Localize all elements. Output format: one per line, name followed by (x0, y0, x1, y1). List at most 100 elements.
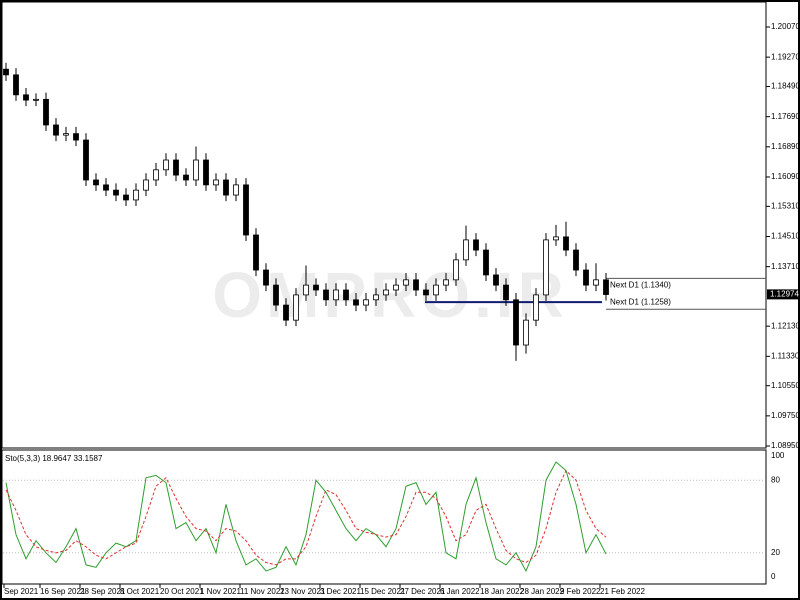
stochastic-line (5, 469, 607, 566)
candle-body (333, 289, 339, 301)
candle-body (473, 239, 479, 251)
candle-body (233, 184, 239, 196)
candle-body (143, 179, 149, 191)
candle-body (593, 279, 599, 286)
x-tick-label: 3 Dec 2021 (320, 587, 361, 596)
candle-body (433, 284, 439, 296)
candle-body (523, 319, 529, 346)
candle-body (243, 184, 249, 236)
candle-body (573, 249, 579, 271)
candle-body (403, 279, 409, 286)
y-tick-label: 0 (771, 572, 776, 581)
candle-body (263, 269, 269, 286)
x-tick-label: 15 Dec 2021 (360, 587, 406, 596)
candle-body (213, 179, 219, 186)
candle-body (393, 284, 399, 291)
candle-body (173, 159, 179, 176)
x-tick-label: 20 Oct 2021 (160, 587, 204, 596)
price-label: 1.12974 (770, 289, 799, 298)
candle-body (563, 236, 569, 251)
candle-body (83, 139, 89, 181)
candle-body (73, 133, 79, 141)
indicator-title: Sto(5,3,3) 18.9647 33.1587 (5, 454, 103, 463)
candle-body (33, 98, 39, 101)
x-tick-label: 6 Jan 2022 (440, 587, 480, 596)
x-tick-label: 21 Feb 2022 (600, 587, 645, 596)
candle-body (63, 133, 69, 136)
candle-body (253, 234, 259, 271)
y-tick-label: 1.16890 (771, 142, 800, 151)
x-tick-label: Sep 2021 (4, 587, 39, 596)
y-tick-label: 1.10550 (771, 381, 800, 390)
candle-body (133, 189, 139, 201)
y-tick-label: 1.13710 (771, 262, 800, 271)
x-tick-label: 16 Sep 2021 (40, 587, 86, 596)
x-tick-label: 9 Feb 2022 (560, 587, 601, 596)
y-tick-label: 1.20070 (771, 22, 800, 31)
candle-body (93, 179, 99, 186)
candle-body (363, 299, 369, 306)
candle-body (413, 279, 419, 291)
next-level-label: Next D1 (1.1340) (610, 280, 671, 289)
candle-body (483, 249, 489, 276)
indicator-pane (1, 449, 767, 585)
candle-body (43, 98, 49, 126)
stochastic-line (5, 461, 607, 573)
candle-body (343, 289, 349, 301)
candle-body (603, 279, 609, 295)
candle-body (553, 236, 559, 241)
y-tick-label: 1.15310 (771, 201, 800, 210)
candle-body (3, 68, 9, 76)
y-tick-label: 1.14510 (771, 232, 800, 241)
candle-body (113, 189, 119, 196)
candle-body (463, 239, 469, 261)
candle-body (293, 294, 299, 321)
y-tick-label: 1.18490 (771, 82, 800, 91)
candle-body (323, 289, 329, 301)
x-tick-label: 18 Jan 2022 (480, 587, 525, 596)
candle-body (493, 274, 499, 286)
y-tick-label: 80 (771, 475, 780, 484)
y-tick-label: 1.16090 (771, 172, 800, 181)
x-tick-label: 8 Oct 2021 (120, 587, 160, 596)
candle-body (153, 169, 159, 181)
candle-body (503, 284, 509, 301)
y-tick-label: 1.08950 (771, 441, 800, 450)
candle-body (453, 259, 459, 281)
price-label-bg (767, 289, 798, 300)
candle-body (223, 179, 229, 196)
candle-body (53, 124, 59, 136)
x-tick-label: 11 Nov 2021 (240, 587, 285, 596)
y-tick-label: 1.11330 (771, 351, 800, 360)
y-tick-label: 1.17690 (771, 112, 800, 121)
candle-body (203, 159, 209, 186)
candle-body (533, 294, 539, 321)
candle-body (303, 284, 309, 296)
x-tick-label: 28 Jan 2022 (520, 587, 565, 596)
price-pane (1, 1, 767, 449)
candle-body (383, 289, 389, 296)
candle-body (583, 269, 589, 286)
candle-body (353, 299, 359, 306)
y-tick-label: 1.19270 (771, 52, 800, 61)
candle-body (103, 184, 109, 191)
candle-body (313, 284, 319, 291)
x-tick-label: 27 Dec 2021 (400, 587, 446, 596)
y-tick-label: 20 (771, 548, 780, 557)
candle-body (283, 304, 289, 321)
next-level-label: Next D1 (1.1258) (610, 297, 671, 306)
x-tick-label: 28 Sep 2021 (80, 587, 126, 596)
candle-body (183, 174, 189, 181)
candle-body (123, 194, 129, 201)
candle-body (193, 159, 199, 181)
x-tick-label: 1 Nov 2021 (200, 587, 241, 596)
candle-body (543, 239, 549, 296)
y-tick-label: 1.09750 (771, 411, 800, 420)
candle-body (373, 294, 379, 301)
candle-body (443, 279, 449, 286)
x-tick-label: 23 Nov 2021 (280, 587, 326, 596)
candle-body (423, 289, 429, 296)
candle-body (23, 94, 29, 101)
y-tick-label: 100 (771, 451, 785, 460)
